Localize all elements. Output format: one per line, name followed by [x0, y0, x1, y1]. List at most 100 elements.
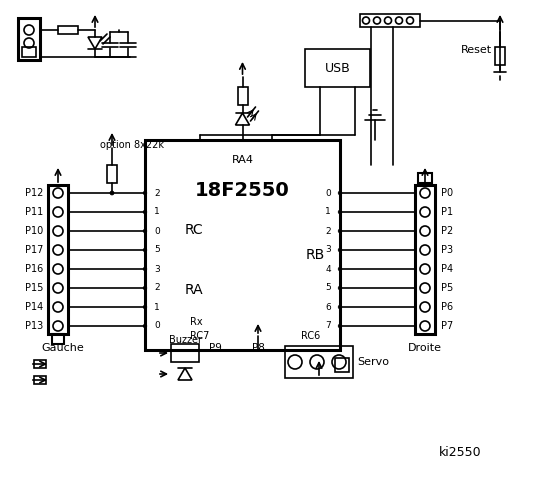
Text: P6: P6 — [441, 302, 453, 312]
Circle shape — [420, 188, 430, 198]
Circle shape — [24, 25, 34, 35]
Text: 2: 2 — [325, 227, 331, 236]
Text: Droite: Droite — [408, 343, 442, 353]
Text: P14: P14 — [25, 302, 43, 312]
Bar — [34, 376, 46, 384]
Bar — [237, 87, 248, 105]
Text: P3: P3 — [441, 245, 453, 255]
Circle shape — [338, 324, 342, 328]
Circle shape — [288, 355, 302, 369]
Text: P0: P0 — [441, 188, 453, 198]
Circle shape — [384, 17, 392, 24]
Text: 0: 0 — [325, 189, 331, 197]
Bar — [171, 344, 199, 362]
Bar — [305, 49, 370, 87]
Circle shape — [143, 210, 147, 214]
Circle shape — [143, 248, 147, 252]
Circle shape — [143, 267, 147, 271]
Circle shape — [420, 245, 430, 255]
Circle shape — [53, 188, 63, 198]
Circle shape — [53, 226, 63, 236]
Circle shape — [110, 191, 114, 195]
Circle shape — [338, 286, 342, 290]
Bar — [52, 334, 64, 344]
Bar — [107, 165, 117, 183]
Text: RC: RC — [185, 223, 204, 237]
Text: RA4: RA4 — [232, 155, 253, 165]
Text: Buzzer: Buzzer — [169, 335, 201, 345]
Bar — [34, 360, 46, 368]
Circle shape — [420, 207, 430, 217]
Circle shape — [338, 210, 342, 214]
Circle shape — [53, 302, 63, 312]
Text: 3: 3 — [154, 264, 160, 274]
Circle shape — [420, 283, 430, 293]
Text: 6: 6 — [325, 302, 331, 312]
Text: 2: 2 — [154, 284, 160, 292]
Text: RB: RB — [306, 248, 325, 262]
Circle shape — [363, 17, 369, 24]
Text: P8: P8 — [252, 343, 264, 353]
Text: P17: P17 — [25, 245, 43, 255]
Text: RC6: RC6 — [301, 331, 320, 341]
Circle shape — [406, 17, 414, 24]
Text: P7: P7 — [441, 321, 453, 331]
Text: 1: 1 — [325, 207, 331, 216]
Bar — [495, 47, 505, 65]
Circle shape — [143, 191, 147, 195]
Circle shape — [338, 191, 342, 195]
Circle shape — [143, 324, 147, 328]
Bar — [415, 185, 435, 334]
Text: 1: 1 — [154, 207, 160, 216]
Text: P15: P15 — [25, 283, 43, 293]
Text: Gauche: Gauche — [41, 343, 85, 353]
Text: 0: 0 — [154, 227, 160, 236]
Text: RA: RA — [185, 283, 204, 297]
Text: 2: 2 — [154, 189, 160, 197]
Circle shape — [24, 38, 34, 48]
Circle shape — [338, 229, 342, 233]
Bar — [145, 140, 340, 350]
Text: P12: P12 — [25, 188, 43, 198]
Circle shape — [310, 355, 324, 369]
Text: Servo: Servo — [357, 357, 389, 367]
Text: P5: P5 — [441, 283, 453, 293]
Text: ki2550: ki2550 — [439, 445, 481, 458]
Circle shape — [338, 248, 342, 252]
Text: 3: 3 — [325, 245, 331, 254]
Text: P11: P11 — [25, 207, 43, 217]
Bar — [285, 346, 353, 378]
Text: P13: P13 — [25, 321, 43, 331]
Circle shape — [332, 355, 346, 369]
Circle shape — [420, 226, 430, 236]
Text: option 8x22k: option 8x22k — [100, 140, 164, 150]
Circle shape — [143, 286, 147, 290]
Text: 18F2550: 18F2550 — [195, 180, 290, 200]
Text: 7: 7 — [325, 322, 331, 331]
Bar — [58, 26, 78, 34]
Circle shape — [143, 305, 147, 309]
Circle shape — [420, 264, 430, 274]
Bar — [22, 47, 36, 57]
Text: 5: 5 — [325, 284, 331, 292]
Circle shape — [53, 321, 63, 331]
Text: Rx: Rx — [190, 317, 202, 327]
Text: P1: P1 — [441, 207, 453, 217]
Circle shape — [53, 207, 63, 217]
Text: 5: 5 — [154, 245, 160, 254]
Text: Reset: Reset — [461, 45, 492, 55]
Circle shape — [338, 267, 342, 271]
Circle shape — [338, 305, 342, 309]
Circle shape — [53, 245, 63, 255]
Circle shape — [420, 321, 430, 331]
Text: P4: P4 — [441, 264, 453, 274]
Bar — [360, 14, 420, 27]
Bar — [48, 185, 68, 334]
Text: USB: USB — [325, 61, 351, 74]
Circle shape — [143, 229, 147, 233]
Circle shape — [53, 264, 63, 274]
Circle shape — [53, 283, 63, 293]
Text: 0: 0 — [154, 322, 160, 331]
Text: P9: P9 — [208, 343, 221, 353]
Text: RC7: RC7 — [190, 331, 210, 341]
